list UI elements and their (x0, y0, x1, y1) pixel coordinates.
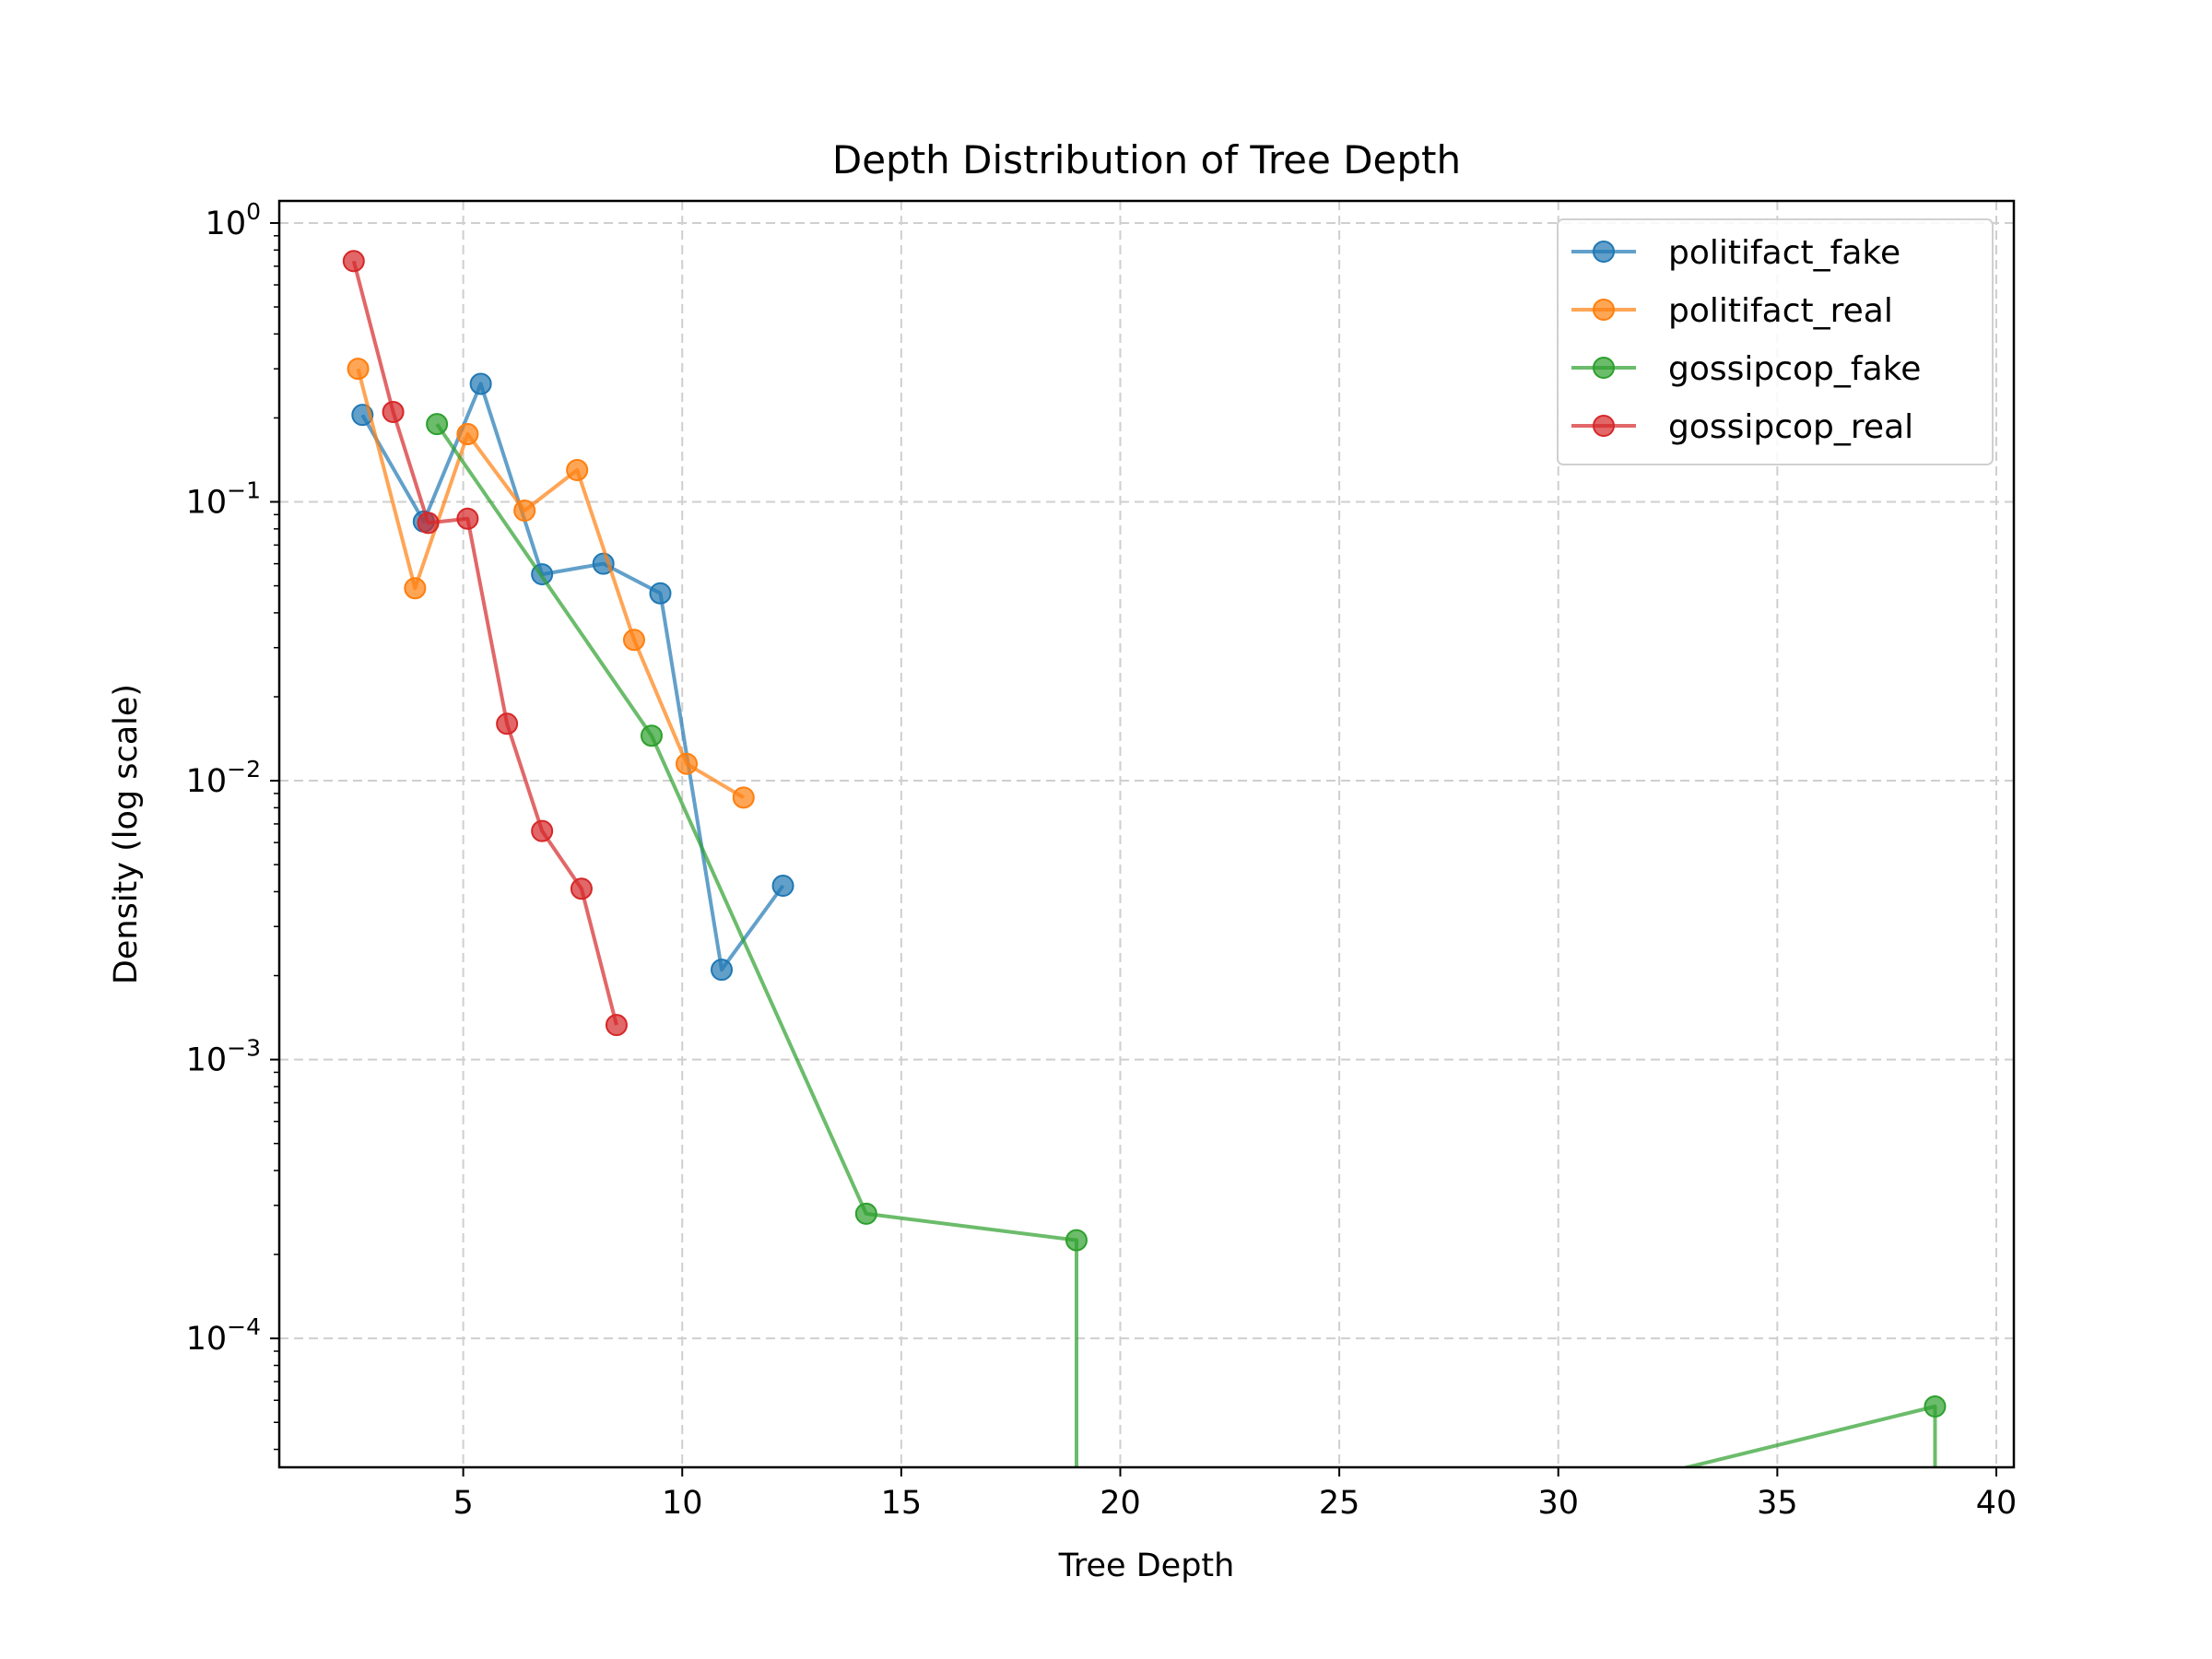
data-point (649, 582, 672, 605)
y-tick-label: 100 (206, 198, 261, 242)
data-point (711, 959, 734, 982)
x-tick-label: 15 (881, 1485, 923, 1522)
series-line (351, 260, 618, 1026)
data-point (513, 500, 536, 523)
legend-marker (1593, 241, 1615, 263)
data-point (531, 819, 554, 842)
data-point (456, 507, 479, 530)
series-gossipcop_fake (426, 413, 1947, 1467)
series-line (356, 368, 745, 800)
x-tick-label: 30 (1537, 1485, 1579, 1522)
x-tick-label: 40 (1976, 1485, 2018, 1522)
x-tick-label: 20 (1100, 1485, 1141, 1522)
series-layer (342, 250, 1947, 1467)
legend-marker (1593, 299, 1615, 321)
data-point (347, 358, 370, 381)
x-tick-label: 35 (1757, 1485, 1798, 1522)
series-line (360, 382, 785, 972)
data-point (382, 401, 405, 424)
data-point (426, 413, 449, 436)
legend-label: politifact_fake (1668, 234, 1900, 272)
data-point (854, 1202, 877, 1225)
x-ticks: 5 10 15 20 25 30 35 40 (453, 1467, 2017, 1522)
y-axis-label: Density (log scale) (108, 684, 145, 984)
plot-frame (277, 199, 2016, 1469)
data-point (469, 372, 492, 395)
legend-entry: politifact_fake (1571, 234, 1900, 272)
series-gossipcop_real (342, 250, 628, 1037)
data-point (417, 512, 440, 535)
data-point (456, 422, 479, 445)
y-ticks: 100 10−1 10−2 10−3 10−4 (186, 198, 279, 1451)
data-point (496, 712, 519, 735)
x-tick-label: 10 (662, 1485, 703, 1522)
legend-marker (1593, 357, 1615, 379)
data-point (1065, 1229, 1088, 1252)
y-tick-label: 10−2 (186, 756, 261, 800)
legend: politifact_fake politifact_real gossipcop_… (1557, 218, 1994, 465)
series-politifact_real (347, 358, 755, 809)
x-axis-label: Tree Depth (1058, 1547, 1235, 1584)
legend-label: gossipcop_real (1668, 408, 1913, 446)
data-point (404, 577, 427, 600)
data-point (1924, 1395, 1947, 1418)
legend-entry: politifact_real (1571, 292, 1893, 330)
data-point (622, 629, 645, 652)
y-tick-label: 10−3 (186, 1035, 261, 1079)
x-tick-label: 5 (453, 1485, 473, 1522)
x-tick-label: 25 (1319, 1485, 1360, 1522)
data-point (570, 877, 593, 900)
legend-entry: gossipcop_fake (1571, 350, 1921, 388)
legend-label: gossipcop_fake (1668, 350, 1921, 388)
legend-box (1557, 218, 1994, 465)
data-point (566, 459, 589, 482)
data-point (342, 250, 365, 273)
legend-entry: gossipcop_real (1571, 408, 1913, 446)
y-tick-label: 10−4 (186, 1313, 261, 1358)
data-point (640, 724, 663, 747)
legend-label: politifact_real (1668, 292, 1893, 330)
data-point (605, 1014, 628, 1037)
data-point (675, 752, 698, 775)
chart-title: Depth Distribution of Tree Depth (832, 137, 1461, 182)
data-point (771, 875, 794, 898)
legend-marker (1593, 415, 1615, 437)
data-point (732, 786, 755, 809)
y-tick-label: 10−1 (186, 477, 261, 522)
